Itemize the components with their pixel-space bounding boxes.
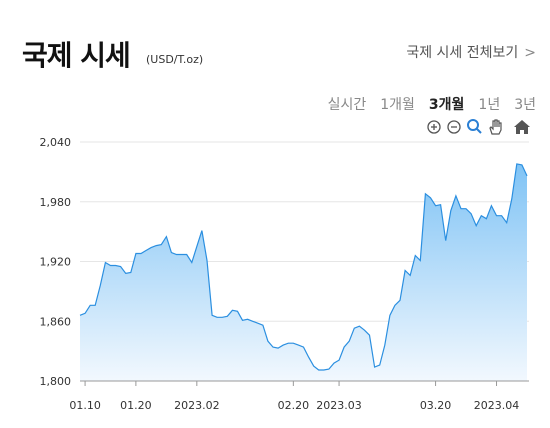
tab[interactable]: 실시간	[327, 97, 367, 113]
unit-label: (USD/T.oz)	[146, 53, 204, 66]
y-tick-label: 1,800	[40, 375, 72, 388]
tab[interactable]: 1년	[478, 97, 501, 113]
line	[79, 163, 528, 371]
y-tick-label: 1,980	[40, 196, 72, 209]
tab[interactable]: 1개월	[380, 97, 415, 113]
chart-title: 국제 시세	[22, 39, 131, 72]
x-tick-label: 2023.03	[316, 399, 362, 412]
area	[80, 163, 527, 381]
period-tabs: 실시간 1개월 3개월 1년 3년	[328, 94, 536, 114]
x-tick-label: 2023.04	[474, 399, 520, 412]
zoom-select[interactable]	[467, 119, 482, 134]
x-tick-label: 03.20	[420, 399, 452, 412]
chevron: >	[524, 45, 536, 61]
home[interactable]	[514, 120, 530, 134]
link-text[interactable]: 국제 시세 전체보기	[406, 45, 519, 61]
tab[interactable]: 3년	[514, 97, 536, 113]
x-tick-label: 01.10	[69, 399, 101, 412]
y-tick-label: 2,040	[40, 136, 72, 149]
zoom-out[interactable]	[447, 120, 461, 134]
pan[interactable]	[489, 119, 502, 135]
tab[interactable]: 3개월	[428, 97, 465, 113]
x-tick-label: 01.20	[120, 399, 152, 412]
toolbar	[427, 119, 530, 135]
view-all-link[interactable]: 국제 시세 전체보기 >	[406, 42, 536, 62]
zoom-in[interactable]	[427, 120, 441, 134]
y-tick-label: 1,920	[40, 256, 72, 269]
x-tick-label: 02.20	[278, 399, 310, 412]
y-tick-label: 1,860	[40, 315, 72, 328]
x-tick-label: 2023.02	[174, 399, 220, 412]
